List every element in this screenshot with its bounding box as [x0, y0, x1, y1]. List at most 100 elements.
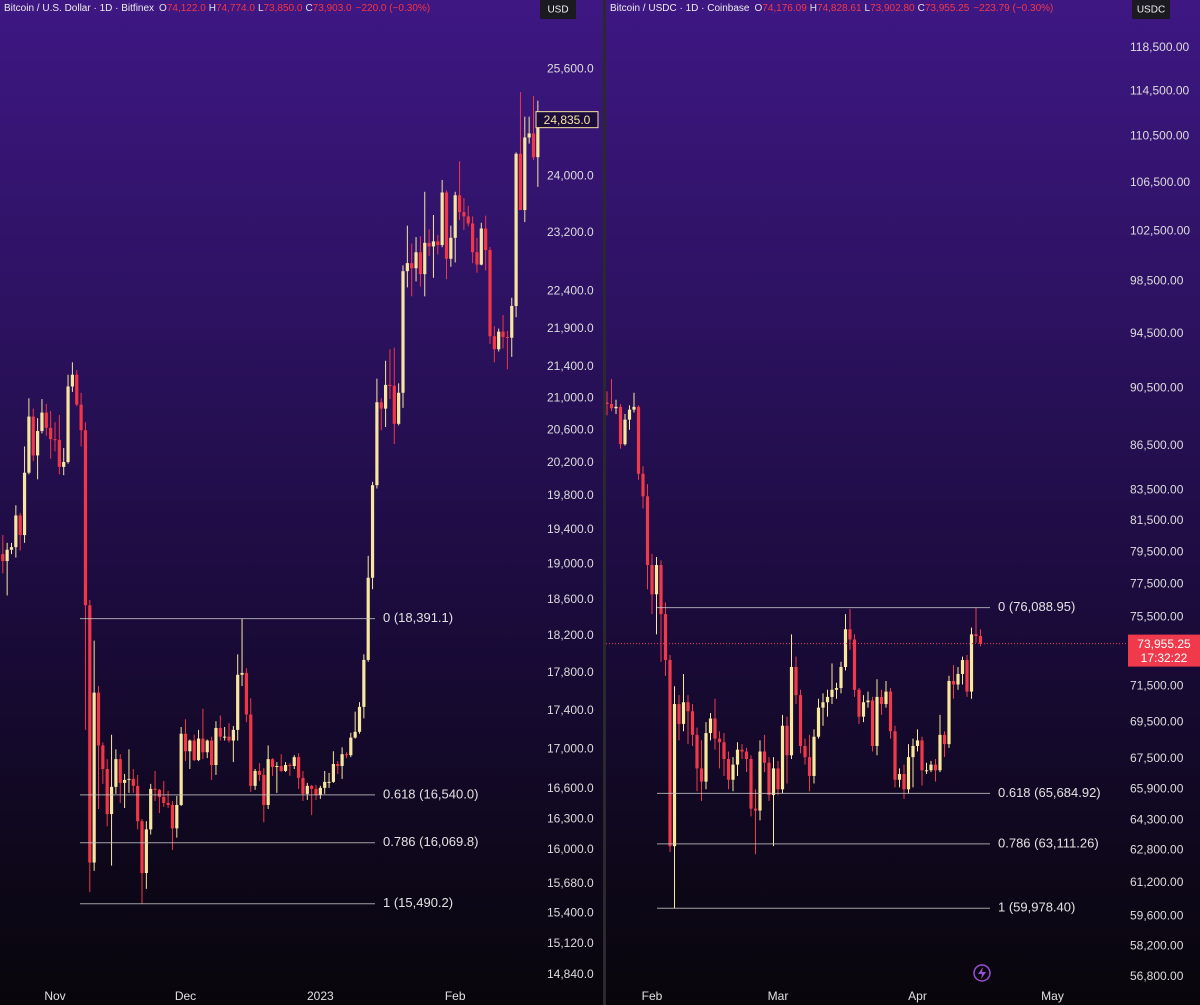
candle-body — [292, 757, 296, 767]
candle-body — [275, 766, 279, 768]
candle-body — [218, 727, 222, 737]
y-tick-label: 15,120.0 — [547, 936, 594, 950]
legend-key: L — [258, 3, 264, 14]
y-tick-label: 90,500.00 — [1130, 381, 1184, 395]
candle-body — [196, 738, 201, 761]
candle-body — [75, 374, 79, 405]
candle-body — [414, 252, 418, 269]
y-tick-label: 69,500.00 — [1130, 714, 1184, 728]
y-tick-label: 20,200.0 — [547, 455, 594, 469]
candle-body — [149, 788, 153, 830]
candle-body — [861, 702, 866, 717]
candle-body — [965, 660, 969, 692]
candle-body — [618, 406, 623, 445]
x-tick-label: Mar — [768, 989, 789, 1003]
legend-value: 73,903.0 — [313, 3, 352, 14]
candle-body — [244, 672, 248, 715]
candle-body — [866, 700, 870, 703]
candle-body — [645, 496, 650, 566]
candle-body — [654, 565, 659, 595]
y-tick-label: 17,800.0 — [547, 665, 594, 679]
candle-body — [114, 759, 118, 787]
y-tick-label: 21,400.0 — [547, 359, 594, 373]
candle-body — [266, 759, 270, 805]
candle-body — [650, 565, 654, 595]
candle-body — [288, 765, 292, 767]
candle-body — [44, 412, 48, 428]
legend-key: H — [209, 3, 216, 14]
candle-body — [807, 757, 812, 776]
candle-body — [88, 605, 92, 863]
y-tick-label: 16,600.0 — [547, 781, 594, 795]
candle-body — [227, 736, 231, 741]
candle-body — [14, 515, 18, 548]
y-tick-label: 61,200.00 — [1130, 875, 1184, 889]
candle-body — [497, 331, 501, 350]
candle-body — [9, 547, 14, 550]
legend-value: 73,902.80 — [870, 3, 915, 14]
currency-label: USD — [547, 5, 568, 16]
candle-body — [479, 228, 483, 265]
candle-body — [205, 740, 209, 753]
candle-body — [510, 305, 514, 338]
y-tick-label: 71,500.00 — [1130, 678, 1184, 692]
candle-body — [834, 688, 839, 690]
candle-body — [830, 689, 834, 697]
candle-body — [911, 745, 915, 758]
x-tick-label: Feb — [445, 989, 466, 1003]
candle-body — [681, 702, 686, 724]
fib-label: 0 (18,391.1) — [383, 610, 453, 625]
legend-key: C — [305, 3, 312, 14]
candle-body — [66, 386, 70, 462]
candle-body — [825, 696, 830, 703]
x-tick-label: Nov — [44, 989, 65, 1003]
candle-body — [527, 133, 531, 138]
y-tick-label: 110,500.00 — [1130, 128, 1189, 142]
alert-icon[interactable] — [973, 964, 991, 982]
candle-body — [131, 778, 135, 786]
y-tick-label: 83,500.00 — [1130, 482, 1184, 496]
candle-body — [331, 764, 335, 782]
candle-body — [279, 766, 283, 771]
y-tick-label: 20,600.0 — [547, 422, 594, 436]
candle-body — [488, 250, 492, 337]
candle-body — [36, 431, 40, 456]
candle-body — [623, 419, 627, 445]
candles — [606, 378, 983, 909]
candle-body — [704, 733, 708, 782]
candle-body — [144, 829, 148, 874]
candle-body — [305, 785, 309, 794]
candle-body — [62, 461, 66, 467]
candle-body — [852, 639, 857, 690]
candle-body — [214, 727, 218, 766]
candle-body — [236, 674, 240, 730]
candle-body — [318, 787, 322, 795]
candle-body — [453, 195, 457, 238]
candle-body — [301, 777, 305, 794]
candle-body — [606, 402, 609, 405]
candle-body — [388, 384, 392, 386]
candle-body — [614, 406, 618, 409]
candle-body — [22, 472, 27, 536]
candle-body — [974, 634, 978, 637]
candle-body — [870, 700, 875, 746]
candle-body — [53, 439, 57, 441]
candle-body — [695, 734, 699, 769]
candle-body — [947, 680, 951, 745]
candle-body — [283, 765, 288, 771]
legend-key: C — [918, 3, 925, 14]
candle-body — [929, 764, 933, 771]
candle-body — [401, 271, 405, 393]
legend-change: −220.0 (−0.30%) — [356, 3, 431, 14]
fib-label: 0 (76,088.95) — [998, 599, 1075, 614]
y-tick-label: 25,600.0 — [547, 61, 594, 75]
fib-label: 0.618 (65,684.92) — [998, 785, 1101, 800]
legend-change: −223.79 (−0.30%) — [973, 3, 1053, 14]
candle-body — [699, 768, 704, 782]
candle-body — [780, 725, 785, 790]
candle-body — [466, 216, 470, 224]
candle-body — [27, 416, 31, 473]
candle-body — [96, 692, 101, 746]
candle-body — [314, 788, 318, 795]
x-tick-label: 2023 — [307, 989, 334, 1003]
